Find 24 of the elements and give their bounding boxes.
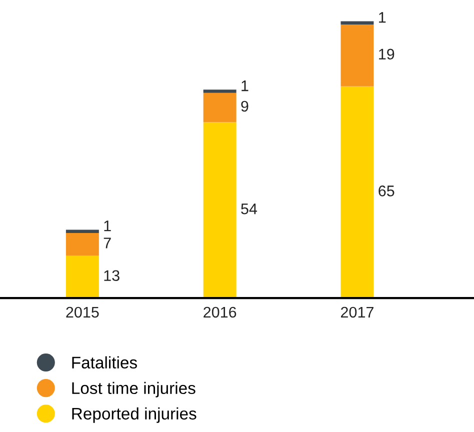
x-tick-label: 2016: [204, 306, 236, 318]
data-label: 9: [241, 100, 248, 112]
bar: [203, 92, 236, 122]
x-tick-label: 2015: [66, 306, 99, 318]
data-label: 1: [242, 80, 248, 92]
data-label: 13: [104, 270, 120, 282]
bar: [340, 86, 374, 298]
data-label: 54: [241, 204, 258, 214]
x-tick-label: 2017: [340, 306, 374, 318]
legend-label: Lost time injuries: [72, 382, 196, 398]
bar: [340, 24, 374, 86]
bar: [66, 256, 99, 298]
bar: [203, 90, 236, 93]
bar: [203, 122, 236, 298]
legend-label: Reported injuries: [72, 407, 196, 423]
data-label: 1: [104, 220, 111, 232]
data-label: 7: [104, 238, 111, 248]
bar: [66, 232, 99, 256]
bar: [340, 21, 374, 25]
data-label: 19: [379, 48, 394, 60]
data-label: 1: [379, 12, 386, 23]
data-label: 65: [378, 186, 394, 196]
legend-label: Fatalities: [72, 356, 137, 369]
bar: [66, 230, 99, 233]
